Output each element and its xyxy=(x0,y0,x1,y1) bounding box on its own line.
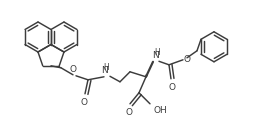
Text: N: N xyxy=(152,51,159,60)
Text: H: H xyxy=(103,63,109,72)
Text: O: O xyxy=(69,65,77,74)
Text: O: O xyxy=(125,108,133,117)
Text: O: O xyxy=(169,83,175,92)
Text: H: H xyxy=(154,48,160,57)
Text: O: O xyxy=(184,55,191,64)
Text: N: N xyxy=(101,66,108,75)
Text: O: O xyxy=(80,98,88,107)
Text: OH: OH xyxy=(154,106,168,115)
